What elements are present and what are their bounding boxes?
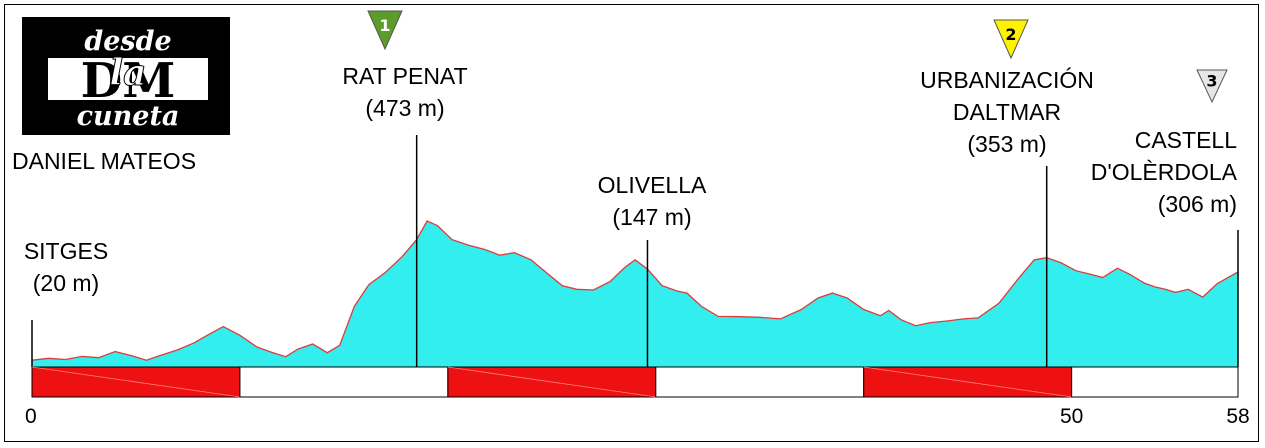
badge-number: 2 [1005, 25, 1016, 44]
profile-line [31, 220, 1239, 361]
marker-label: (306 m) [1158, 191, 1237, 217]
scale-segment-diagonal [863, 366, 1072, 398]
scale-segment [655, 366, 865, 398]
badge-number: 1 [379, 16, 390, 35]
marker-label: (20 m) [33, 270, 99, 296]
marker-label: (353 m) [967, 131, 1046, 157]
marker-label: SITGES [24, 238, 108, 264]
scale-segment-diagonal [447, 366, 656, 398]
x-tick-label: 50 [1060, 405, 1083, 428]
marker-1: SITGES (20 m) [24, 238, 108, 367]
category-badge-icon: 2 [993, 19, 1029, 60]
logo-line1: desde [84, 26, 171, 57]
x-tick-label: 0 [25, 405, 37, 428]
marker-label: DALTMAR [953, 99, 1061, 125]
marker-label: URBANIZACIÓN [920, 67, 1094, 93]
profile-area [32, 221, 1238, 367]
logo-monogram: DM [81, 53, 176, 109]
logo-line2: la [109, 52, 146, 94]
author-name: DANIEL MATEOS [12, 148, 196, 174]
logo-line3: cuneta [77, 101, 180, 132]
marker-label: D'OLÈRDOLA [1091, 159, 1238, 185]
scale-segment [1071, 366, 1239, 398]
category-badge-icon: 3 [1196, 69, 1228, 104]
category-badge-icon: 1 [367, 10, 403, 51]
marker-label: OLIVELLA [598, 172, 707, 198]
badge-number: 3 [1206, 72, 1217, 91]
marker-3: OLIVELLA (147 m) [598, 172, 707, 367]
logo: desde DM la cuneta [22, 17, 230, 135]
marker-4: URBANIZACIÓN DALTMAR (353 m) 2 [920, 19, 1094, 367]
scale-segment [239, 366, 449, 398]
x-tick-label: 58 [1226, 405, 1249, 428]
marker-2: RAT PENAT (473 m) 1 [342, 10, 468, 367]
marker-label: CASTELL [1135, 127, 1237, 153]
marker-label: RAT PENAT [342, 63, 467, 89]
marker-5: CASTELL D'OLÈRDOLA (306 m) 3 [1091, 69, 1239, 367]
marker-label: (473 m) [365, 95, 444, 121]
marker-label: (147 m) [612, 204, 691, 230]
scale-segment-diagonal [31, 366, 240, 398]
chart-frame [4, 4, 1259, 442]
